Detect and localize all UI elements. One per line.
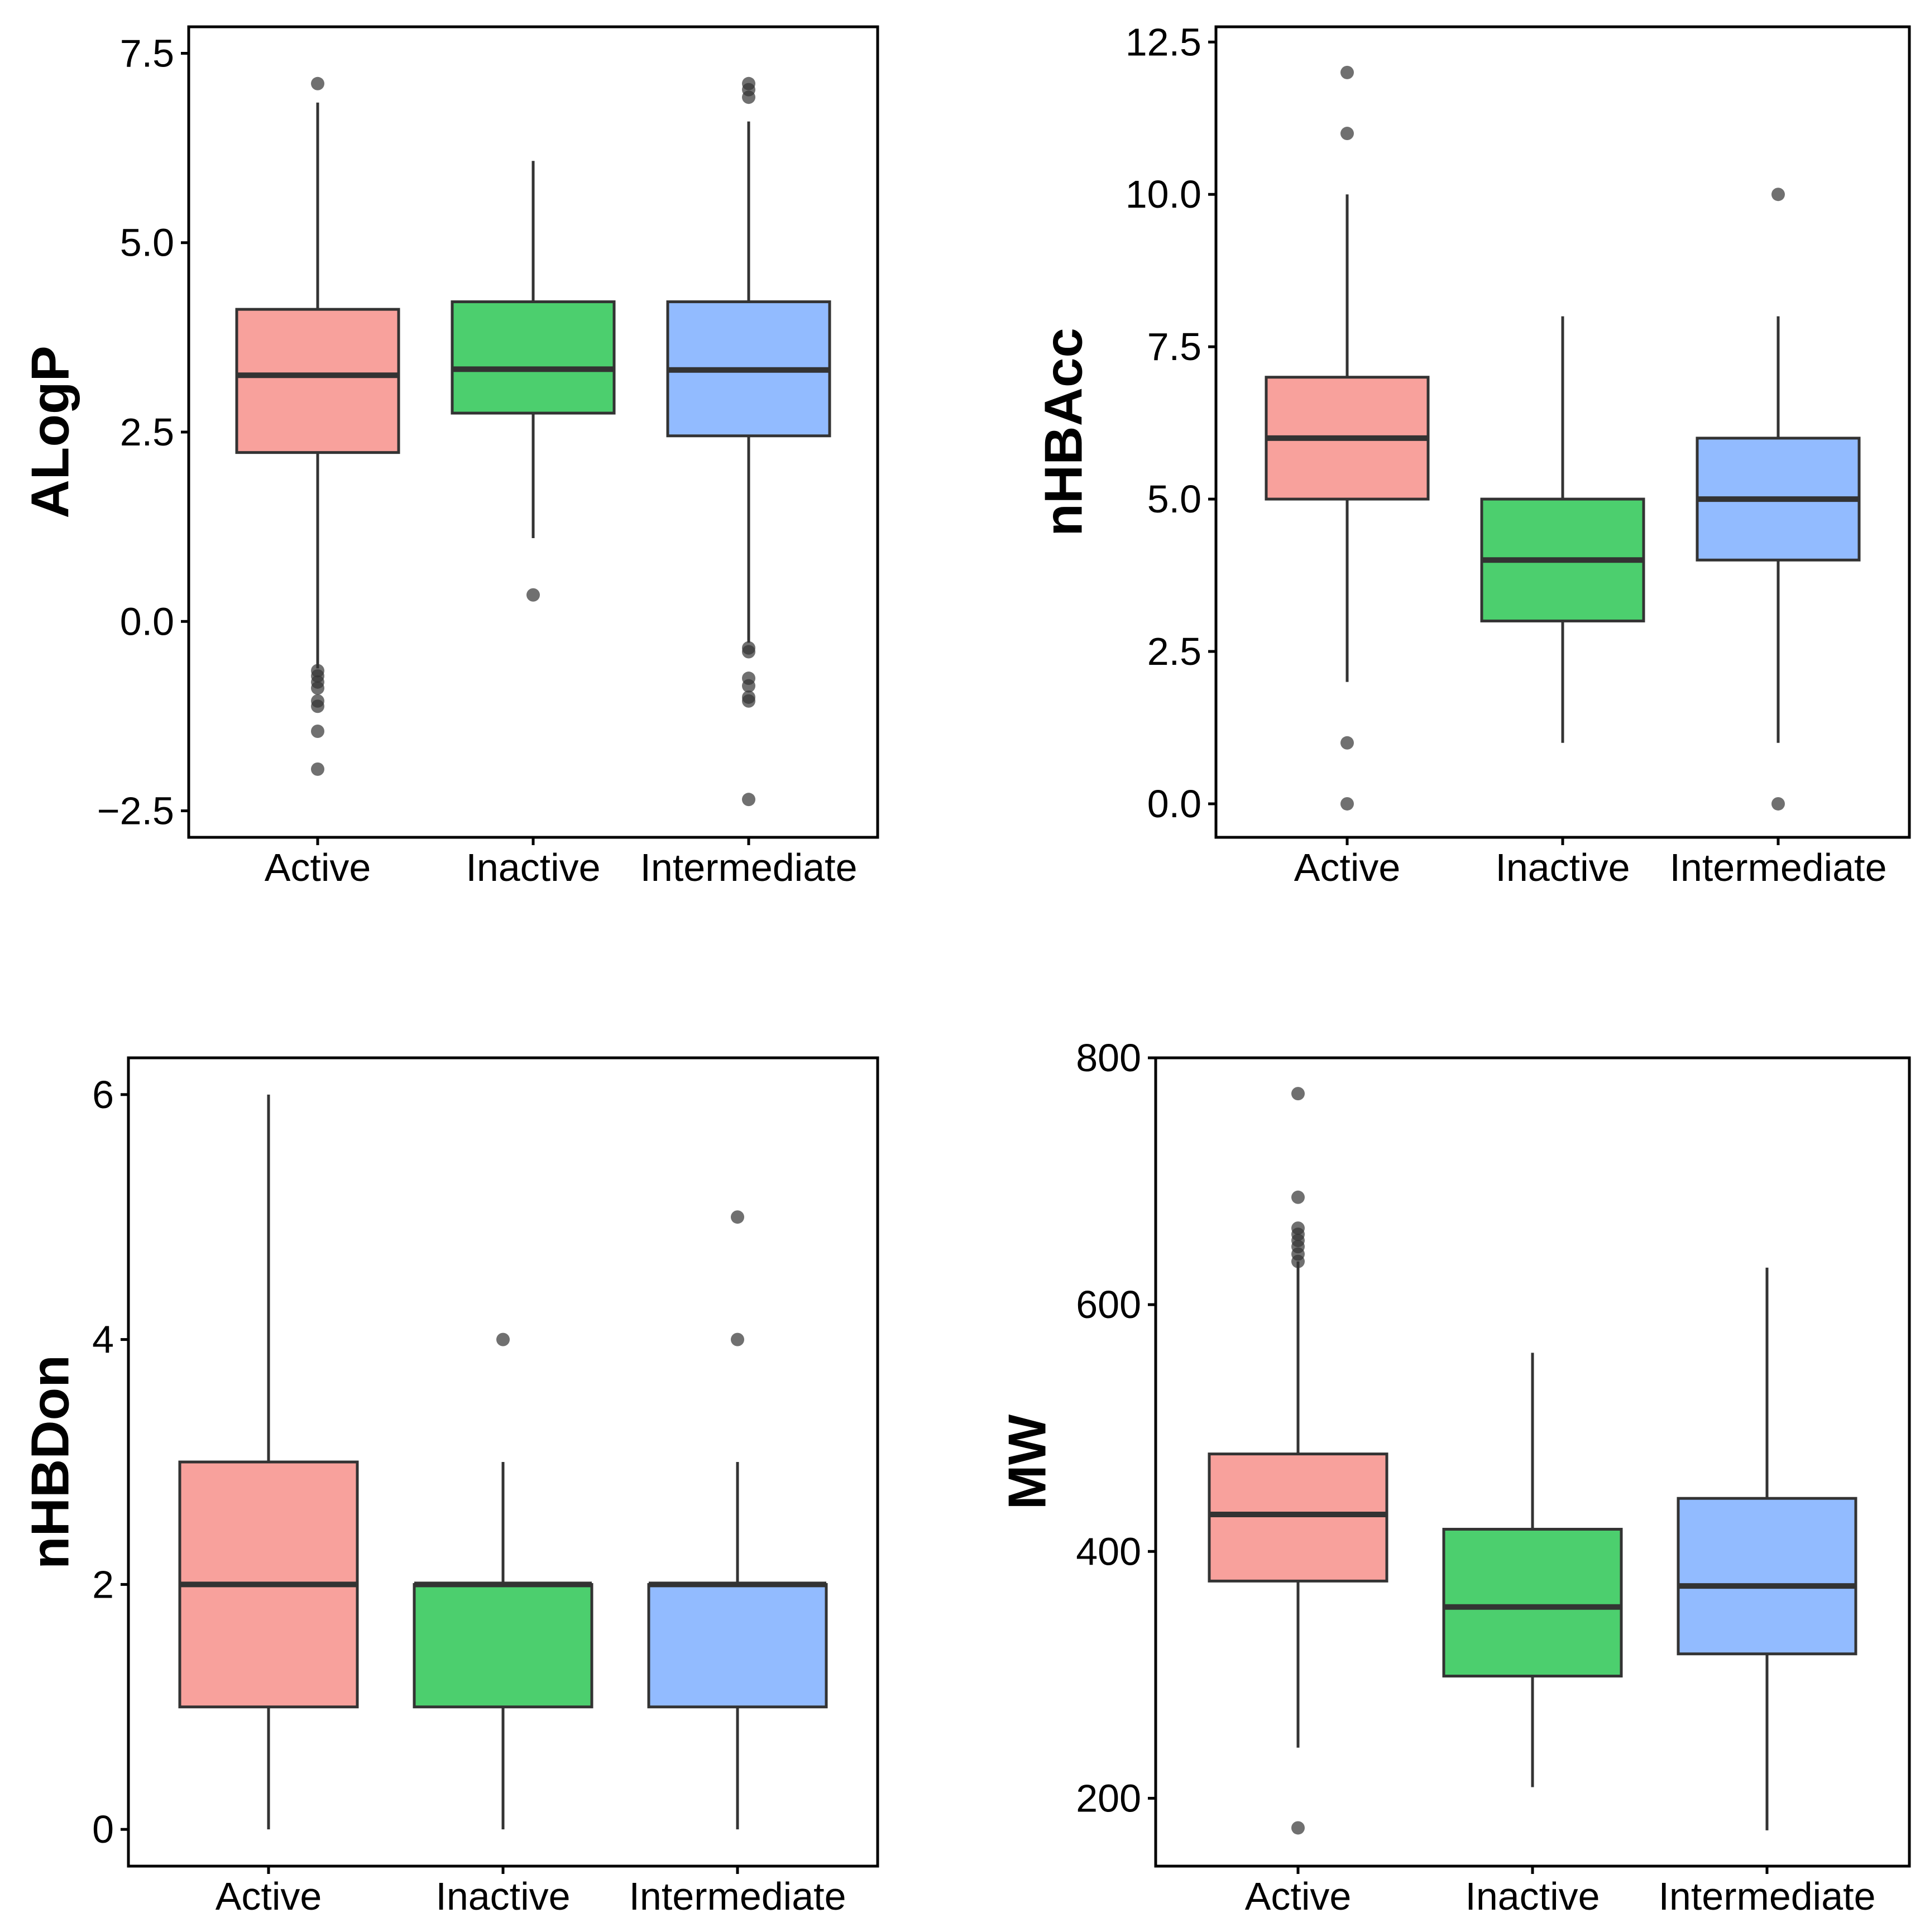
y-tick-label: 0 [92,1808,114,1851]
box-intermediate [647,1210,828,1830]
x-tick-label: Active [216,1875,322,1918]
outlier-point [742,679,755,693]
outlier-point [1291,1254,1305,1268]
box-iqr [647,1583,828,1709]
box-active [178,1094,359,1830]
outlier-point [1291,1190,1305,1204]
box-active [1208,1087,1388,1835]
box-iqr [1677,1497,1857,1656]
y-tick-label: 7.5 [1147,325,1201,368]
box-iqr [235,308,400,454]
x-tick-label: Intermediate [1669,846,1886,889]
y-tick-label: 7.5 [120,31,174,75]
x-tick-label: Active [1245,1875,1352,1918]
box-inactive [451,161,616,602]
y-tick-label: 2.5 [120,410,174,454]
box-inactive [413,1332,593,1830]
box-iqr [1208,1452,1388,1583]
y-tick-label: 6 [92,1073,114,1116]
outlier-point [1771,188,1785,202]
outlier-point [1291,1087,1305,1101]
y-tick-label: 0.0 [120,600,174,643]
x-tick-label: Inactive [1495,846,1630,889]
box-active [235,76,400,776]
outlier-point [742,694,755,708]
y-tick-label: 2.5 [1147,630,1201,673]
x-tick-label: Inactive [435,1875,570,1918]
outlier-point [311,725,324,739]
outlier-point [311,76,324,90]
x-tick-label: Intermediate [640,846,857,889]
panel-nhbacc: 0.0 2.5 5.0 7.5 10.0 12.5 nHBAcc Active Inactive… [1034,20,1911,889]
outlier-point [311,699,324,713]
y-tick-label: 800 [1076,1036,1141,1080]
box-inactive [1480,316,1645,743]
outlier-point [496,1332,510,1346]
y-axis-title: nHBAcc [1034,328,1094,536]
x-tick-label: Intermediate [629,1875,846,1918]
outlier-point [1340,127,1354,141]
outlier-point [1771,797,1785,811]
outlier-point [526,588,540,602]
y-tick-label: 200 [1076,1776,1141,1820]
box-iqr [451,300,616,415]
y-tick-label: 5.0 [120,221,174,265]
outlier-point [1340,65,1354,79]
x-tick-label: Intermediate [1658,1875,1875,1918]
y-tick-label: 12.5 [1126,20,1201,64]
x-tick-label: Inactive [1465,1875,1600,1918]
x-tick-label: Active [1294,846,1401,889]
box-intermediate [666,76,831,807]
outlier-point [742,90,755,104]
y-axis-title: ALogP [21,346,80,518]
box-iqr [413,1583,593,1709]
panel-mw: 200 400 600 800 MW Active Inactive Intermediate [998,1036,1911,1918]
outlier-point [1340,797,1354,811]
y-tick-label: 4 [92,1318,114,1361]
box-inactive [1442,1353,1623,1787]
box-iqr [1442,1527,1623,1678]
outlier-point [742,793,755,807]
y-axis-title: MW [998,1414,1057,1509]
y-axis-title: nHBDon [21,1355,80,1569]
box-active [1265,65,1430,811]
outlier-point [1340,736,1354,750]
y-tick-label: 5.0 [1147,477,1201,521]
x-tick-label: Inactive [466,846,600,889]
y-tick-label: 0.0 [1147,782,1201,826]
outlier-point [311,762,324,776]
y-tick-label: 2 [92,1562,114,1606]
outlier-point [311,681,324,695]
y-tick-label: 10.0 [1126,172,1201,216]
panel-alogp: −2.5 0.0 2.5 5.0 7.5 ALogP Active Inactive Inter… [21,25,879,889]
outlier-point [1291,1821,1305,1835]
box-intermediate [1696,188,1861,811]
outlier-point [731,1332,744,1346]
y-tick-label: 400 [1076,1530,1141,1573]
y-tick-label: −2.5 [97,789,174,833]
outlier-point [731,1210,744,1224]
outlier-point [742,645,755,659]
y-tick-label: 600 [1076,1283,1141,1326]
box-intermediate [1677,1267,1857,1830]
x-tick-label: Active [265,846,371,889]
panel-nhbdon: 0 2 4 6 nHBDon Active Inactive Intermediate [21,1056,879,1918]
